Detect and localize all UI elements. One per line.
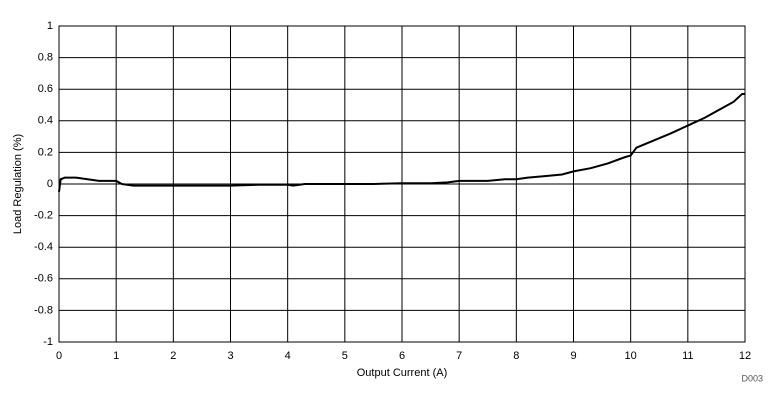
- x-tick-label: 1: [113, 350, 119, 362]
- data-line: [58, 92, 745, 193]
- x-tick-label: 9: [570, 350, 576, 362]
- y-tick-label: 1: [47, 20, 53, 32]
- y-tick-label: -1: [43, 336, 53, 348]
- y-tick-label: 0.2: [38, 146, 53, 158]
- x-tick-label: 3: [227, 350, 233, 362]
- y-tick-label: 0.8: [38, 52, 53, 64]
- y-tick-label: -0.2: [34, 210, 53, 222]
- y-tick-label: 0.4: [38, 115, 53, 127]
- plot-frame: [58, 25, 746, 343]
- x-tick-label: 7: [456, 350, 462, 362]
- y-tick-label: -0.4: [34, 241, 53, 253]
- x-tick-label: 8: [513, 350, 519, 362]
- figure-id: D003: [741, 373, 763, 383]
- x-tick-label: 10: [625, 350, 637, 362]
- x-tick-label: 12: [739, 350, 751, 362]
- x-tick-label: 6: [399, 350, 405, 362]
- x-tick-label: 5: [342, 350, 348, 362]
- x-tick-label: 11: [682, 350, 693, 362]
- y-tick-label: 0: [47, 178, 53, 190]
- y-tick-label: 0.6: [38, 83, 53, 95]
- x-tick-label: 2: [170, 350, 176, 362]
- y-axis-label: Load Regulation (%): [12, 134, 24, 234]
- x-tick-label: 4: [285, 350, 291, 362]
- x-tick-label: 0: [56, 350, 62, 362]
- x-axis-label: Output Current (A): [357, 367, 447, 379]
- y-tick-label: -0.6: [34, 273, 53, 285]
- y-tick-label: -0.8: [34, 304, 53, 316]
